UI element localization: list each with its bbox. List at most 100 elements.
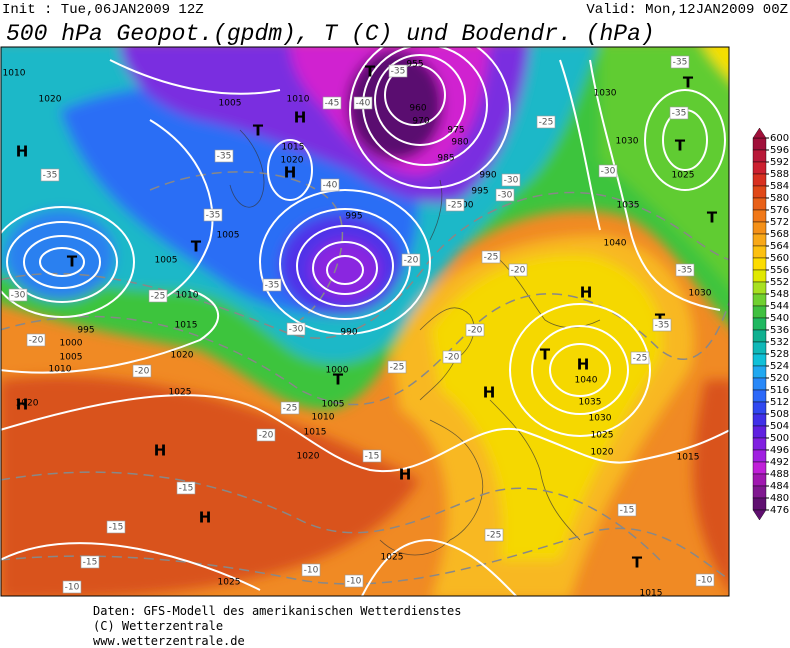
colorbar-label: 584	[770, 181, 789, 192]
isotherm-label: -20	[445, 353, 460, 363]
isotherm-label: -30	[289, 325, 304, 335]
isotherm-label: -20	[29, 336, 44, 346]
isotherm-label-box	[362, 449, 382, 463]
pressure-center: T	[632, 554, 643, 572]
isobar-label: 1020	[39, 95, 62, 105]
isotherm-label-box	[301, 563, 321, 577]
isotherm-label: -35	[673, 58, 688, 68]
isotherms	[1, 171, 729, 585]
colorbar-band	[752, 161, 767, 175]
colorbar-label: 492	[770, 457, 789, 468]
isotherm-label-box	[353, 96, 373, 110]
pressure-center: T	[253, 122, 264, 140]
isotherm-label-box	[214, 149, 234, 163]
colorbar-label: 476	[770, 505, 789, 516]
isobar-label: 1015	[304, 428, 327, 438]
isobar-label: 960	[409, 104, 426, 114]
pressure-center: H	[154, 442, 167, 460]
isobar-label: 1010	[3, 69, 26, 79]
isotherm-label: -30	[498, 191, 513, 201]
colorbar-band	[752, 197, 767, 211]
colorbar-band	[752, 173, 767, 187]
isotherm-label-box	[630, 351, 650, 365]
isobar-label: 1030	[589, 414, 612, 424]
isotherm-label: -30	[11, 291, 26, 301]
colorbar-band	[752, 485, 767, 499]
isotherm-label-box	[388, 64, 408, 78]
isobar-label: 1030	[689, 289, 712, 299]
pressure-center: T	[707, 209, 718, 227]
pressure-center: H	[16, 143, 29, 161]
colorbar-band	[752, 293, 767, 307]
isotherm-label-box	[536, 115, 556, 129]
isobar-label: 1040	[604, 239, 627, 249]
isotherm-label: -25	[448, 201, 463, 211]
colorbar-label: 524	[770, 361, 789, 372]
footer-line: www.wetterzentrale.de	[93, 634, 245, 648]
pressure-center: H	[16, 396, 29, 414]
colorbar-label: 568	[770, 229, 789, 240]
map-title: 500 hPa Geopot.(gpdm), T (C) und Bodendr…	[6, 21, 655, 47]
isotherm-label-box	[40, 168, 60, 182]
isobar-label: 1025	[218, 578, 241, 588]
pressure-center: T	[365, 63, 376, 81]
isobar-label: 1020	[297, 452, 320, 462]
isotherm-label: -20	[468, 326, 483, 336]
colorbar-band	[752, 209, 767, 223]
isotherm-label: -35	[672, 109, 687, 119]
isotherm-label: -10	[347, 577, 362, 587]
colorbar-band	[752, 473, 767, 487]
isobar-label: 980	[451, 138, 468, 148]
isobar-label: 1025	[169, 388, 192, 398]
colorbar-band	[752, 437, 767, 451]
colorbar-label: 496	[770, 445, 789, 456]
colorbar-label: 548	[770, 289, 789, 300]
isotherm-label: -15	[83, 558, 98, 568]
colorbar-band	[752, 353, 767, 367]
pressure-center: H	[580, 284, 593, 302]
isotherm-label-box	[670, 55, 690, 69]
colorbar-label: 536	[770, 325, 789, 336]
isotherm-label: -35	[678, 266, 693, 276]
isobar-label: 1025	[381, 553, 404, 563]
isotherm-label-box	[484, 528, 504, 542]
isotherm-label-box	[320, 178, 340, 192]
isobar-label: 995	[471, 187, 488, 197]
isobar-label: 1015	[640, 589, 663, 599]
isobar-label: 1010	[176, 291, 199, 301]
colorbar-band	[752, 257, 767, 271]
colorbar-label: 528	[770, 349, 789, 360]
pressure-center: H	[294, 109, 307, 127]
pressure-center: T	[675, 137, 686, 155]
isobar-label: 990	[479, 171, 496, 181]
isobar-label: 1025	[591, 431, 614, 441]
colorbar-band	[752, 317, 767, 331]
pressure-center: H	[199, 509, 212, 527]
isotherm-label-box	[80, 555, 100, 569]
isobar-label: 995	[345, 212, 362, 222]
isotherm-label-box	[8, 288, 28, 302]
isotherm-label: -15	[620, 506, 635, 516]
isobar-label: 1010	[287, 95, 310, 105]
temperature-field	[1, 47, 729, 596]
pressure-center: T	[540, 346, 551, 364]
isotherm-label-box	[652, 318, 672, 332]
isobar-label: 1020	[281, 156, 304, 166]
isobar-label: 1020	[171, 351, 194, 361]
isotherm-label-box	[401, 253, 421, 267]
colorbar-band	[752, 269, 767, 283]
pressure-center: T	[191, 238, 202, 256]
isotherm-label: -20	[404, 256, 419, 266]
isobar-label: 1005	[155, 256, 178, 266]
isotherm-label: -15	[365, 452, 380, 462]
isotherm-label: -45	[325, 99, 340, 109]
isotherm-label-box	[26, 333, 46, 347]
colorbar-band	[752, 245, 767, 259]
colorbar-band	[752, 329, 767, 343]
isotherm-label: -30	[601, 167, 616, 177]
colorbar-band	[752, 497, 767, 511]
isotherm-label: -25	[539, 118, 554, 128]
isotherm-label-box	[176, 481, 196, 495]
